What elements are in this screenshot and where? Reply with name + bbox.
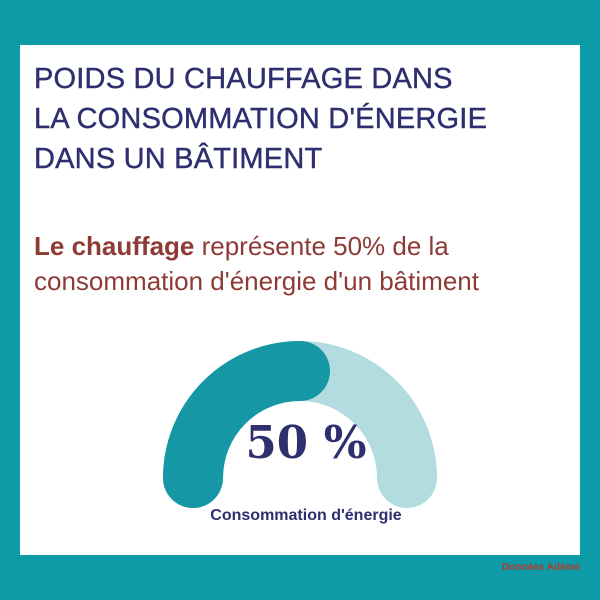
content-card: POIDS DU CHAUFFAGE DANS LA CONSOMMATION … xyxy=(20,45,580,555)
title-line-1: POIDS DU CHAUFFAGE DANS xyxy=(34,63,453,95)
subtitle-rest: représente 50% de la xyxy=(194,231,449,261)
subtitle-strong: Le chauffage xyxy=(34,231,195,261)
gauge-filled-arc xyxy=(163,341,330,508)
subtitle: Le chauffage représente 50% de la consom… xyxy=(34,229,574,299)
page-title: POIDS DU CHAUFFAGE DANS LA CONSOMMATION … xyxy=(34,59,487,179)
gauge-caption: Consommation d'énergie xyxy=(210,507,402,524)
gauge-chart xyxy=(163,341,437,508)
title-line-3: DANS UN BÂTIMENT xyxy=(34,143,323,175)
source-credit: Données Adème xyxy=(502,562,580,573)
gauge-value-label: 50 % xyxy=(245,416,367,469)
subtitle-line-2: consommation d'énergie d'un bâtiment xyxy=(34,266,479,296)
subtitle-line-1: Le chauffage représente 50% de la xyxy=(34,229,574,264)
title-line-2: LA CONSOMMATION D'ÉNERGIE xyxy=(34,103,488,135)
